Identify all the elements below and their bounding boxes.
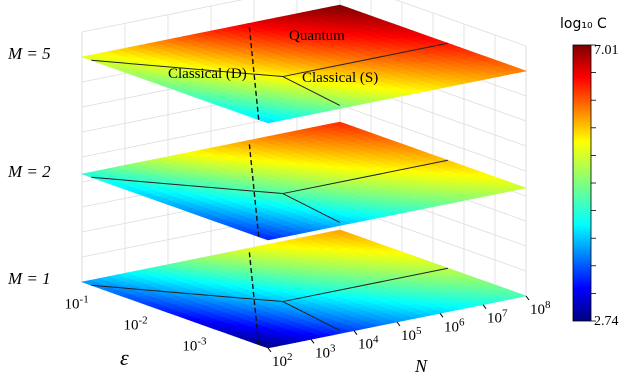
- boundary-solid: [282, 76, 341, 106]
- x-tick-label: 102: [272, 351, 293, 370]
- boundary-solid: [282, 267, 448, 303]
- x-tick: [525, 295, 530, 301]
- x-axis-title: N: [414, 356, 428, 376]
- boundary-solid: [282, 42, 448, 78]
- boundary-solid: [91, 59, 283, 78]
- x-tick: [396, 321, 401, 327]
- x-tick: [353, 330, 358, 335]
- boundary-solid: [91, 284, 283, 303]
- surface-layers: [80, 4, 528, 349]
- x-tick-label: 107: [487, 308, 508, 327]
- colorbar-min-label: 2.74: [594, 314, 619, 329]
- y-tick-label: 10-3: [182, 335, 207, 354]
- y-axis-title: ε: [120, 345, 129, 370]
- x-tick: [310, 339, 315, 344]
- y-tick-label: 10-1: [65, 293, 89, 312]
- surface-cell: [329, 229, 348, 235]
- x-tick-label: 108: [530, 299, 551, 318]
- boundary-solid: [282, 159, 448, 195]
- boundary-solid: [91, 176, 283, 195]
- axis-ticks: 102 103 104 105 106 107 108 10-1 10-2 10-3: [65, 44, 596, 370]
- x-tick: [267, 347, 272, 353]
- surface-m1: [80, 229, 528, 349]
- layer-label-m2: M = 2: [7, 162, 51, 181]
- layer-label-m1: M = 1: [7, 269, 51, 288]
- surface-m2: [80, 121, 528, 241]
- x-tick-label: 105: [401, 325, 422, 344]
- y-tick-label: 10-2: [123, 314, 147, 333]
- region-label-classical-s: Classical (S): [302, 70, 378, 86]
- boundary-solid: [282, 301, 341, 331]
- colorbar-title: log₁₀ C: [560, 16, 607, 32]
- x-tick: [439, 313, 444, 318]
- layer-label-m5: M = 5: [7, 44, 51, 63]
- x-tick-label: 103: [315, 342, 336, 361]
- x-tick-label: 104: [358, 334, 379, 353]
- boundary-solid: [282, 193, 341, 223]
- surface-m5: [80, 4, 528, 124]
- colorbar-max-label: 7.01: [594, 43, 619, 58]
- x-tick-label: 106: [444, 316, 465, 335]
- region-label-quantum: Quantum: [289, 28, 345, 44]
- x-tick: [482, 304, 487, 309]
- surface-cell: [329, 121, 348, 127]
- surface-cell: [329, 4, 348, 10]
- colorbar: [572, 44, 592, 322]
- region-label-classical-d: Classical (D): [168, 66, 247, 82]
